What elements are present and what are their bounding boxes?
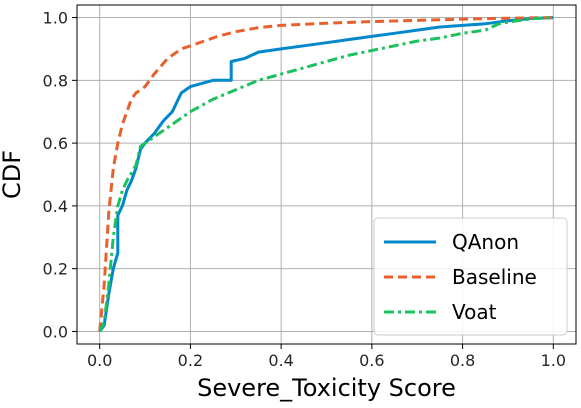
series-layer (98, 16, 554, 333)
y-tick-label: 0.4 (43, 197, 68, 216)
series-line-baseline (98, 16, 554, 332)
series-line-qanon (98, 16, 554, 333)
ticks: 0.0 0.2 0.4 0.6 0.8 1.0 0.0 0.2 0.4 0.6 0.8 1.0 (43, 9, 566, 370)
y-tick-label: 0.2 (43, 260, 68, 279)
y-tick-label: 0.6 (43, 134, 68, 153)
legend-label-qanon: QAnon (452, 230, 519, 254)
x-tick-label: 0.4 (268, 351, 293, 370)
grid (77, 5, 576, 344)
legend-label-baseline: Baseline (452, 265, 537, 289)
y-tick-label: 0.8 (43, 71, 68, 90)
series-line-voat (98, 16, 554, 333)
legend-label-voat: Voat (452, 300, 497, 324)
x-tick-label: 0.6 (359, 351, 384, 370)
x-axis-label: Severe_Toxicity Score (197, 374, 456, 402)
legend: QAnon Baseline Voat (373, 217, 568, 336)
plot-frame (76, 4, 577, 345)
x-tick-label: 0.0 (87, 351, 112, 370)
x-tick-label: 1.0 (541, 351, 566, 370)
legend-box (373, 217, 568, 336)
x-tick-label: 0.2 (178, 351, 203, 370)
y-tick-label: 1.0 (43, 9, 68, 28)
y-tick-label: 0.0 (43, 322, 68, 341)
y-axis-label: CDF (0, 150, 26, 199)
x-tick-label: 0.8 (450, 351, 475, 370)
